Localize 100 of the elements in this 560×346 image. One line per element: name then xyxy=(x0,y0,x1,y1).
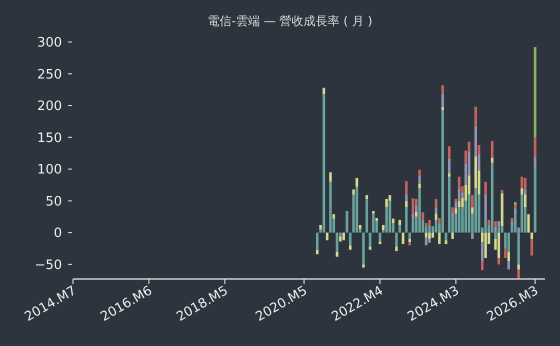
bar xyxy=(408,232,411,239)
bar xyxy=(484,220,487,233)
bar xyxy=(514,205,517,208)
bar xyxy=(448,158,451,174)
bar xyxy=(342,232,345,240)
bar xyxy=(471,195,474,208)
bar xyxy=(434,198,438,208)
bar xyxy=(451,212,454,220)
bar xyxy=(530,238,534,256)
bar xyxy=(434,214,438,220)
bar xyxy=(336,252,338,257)
bar xyxy=(405,194,408,201)
bar xyxy=(428,238,431,243)
bar xyxy=(424,223,428,226)
bar xyxy=(424,232,428,238)
bar xyxy=(490,141,494,158)
bar xyxy=(520,176,524,188)
bar xyxy=(510,218,514,222)
bar xyxy=(481,242,484,262)
bar xyxy=(348,232,352,246)
bar xyxy=(520,194,524,233)
bar xyxy=(395,232,398,247)
y-tick-label: 200 xyxy=(37,99,62,114)
bar xyxy=(398,220,402,225)
bar xyxy=(329,182,332,233)
bar xyxy=(356,186,358,233)
bar xyxy=(428,232,431,239)
title: 電信-雲端 — 營收成長率 ( 月 ) xyxy=(208,14,372,28)
bar xyxy=(422,212,424,220)
bar xyxy=(368,246,372,250)
bar xyxy=(494,226,497,233)
bar xyxy=(524,189,526,194)
bar xyxy=(527,214,530,233)
bar xyxy=(458,176,460,188)
bar xyxy=(418,176,421,184)
bar xyxy=(498,258,500,264)
bar xyxy=(368,232,372,247)
bar xyxy=(352,189,355,194)
y-tick-label: 250 xyxy=(37,67,62,82)
bar xyxy=(458,188,460,201)
bar xyxy=(398,224,402,233)
bar xyxy=(414,212,418,217)
bar xyxy=(365,195,368,199)
bar xyxy=(524,178,526,190)
bar xyxy=(378,232,382,242)
bar xyxy=(438,232,441,244)
bar xyxy=(418,170,421,176)
bar xyxy=(392,218,394,224)
bar xyxy=(500,226,504,233)
bar xyxy=(498,221,500,226)
bar xyxy=(504,232,507,248)
bar xyxy=(408,242,411,246)
bar xyxy=(412,214,414,220)
bar xyxy=(500,190,504,194)
bar xyxy=(481,261,484,270)
bar xyxy=(448,176,451,233)
bar xyxy=(385,198,388,208)
bar xyxy=(405,207,408,233)
bar xyxy=(326,232,328,240)
y-tick-label: 100 xyxy=(37,162,62,178)
bar xyxy=(319,224,322,230)
bar xyxy=(405,181,408,194)
bar xyxy=(408,238,411,242)
bar xyxy=(517,228,520,233)
y-tick-label: 50 xyxy=(45,194,62,210)
bar xyxy=(534,137,536,156)
bar xyxy=(488,220,490,225)
bar xyxy=(448,146,451,159)
bar xyxy=(441,110,444,233)
bar xyxy=(444,232,448,240)
bar xyxy=(454,198,458,202)
bar xyxy=(402,232,404,244)
bar xyxy=(454,208,458,214)
bar xyxy=(375,218,378,222)
bar xyxy=(412,198,414,214)
bar xyxy=(378,242,382,244)
bar xyxy=(441,85,444,94)
bar xyxy=(434,220,438,233)
bar xyxy=(451,207,454,212)
bar xyxy=(372,214,375,233)
bar xyxy=(395,246,398,252)
bar xyxy=(412,220,414,233)
bar xyxy=(434,207,438,214)
bar xyxy=(322,94,326,233)
bar xyxy=(510,221,514,226)
bar xyxy=(504,248,507,258)
bar xyxy=(339,236,342,242)
bar xyxy=(494,232,497,239)
bar xyxy=(517,264,520,270)
bar xyxy=(484,194,487,220)
bar xyxy=(534,47,536,138)
bar xyxy=(507,252,510,262)
bar xyxy=(534,169,536,233)
bar xyxy=(498,232,500,258)
bar xyxy=(441,94,444,107)
bar xyxy=(444,240,448,244)
bar xyxy=(474,106,477,126)
bar xyxy=(316,232,319,250)
bar xyxy=(428,224,431,233)
bar xyxy=(372,211,375,214)
